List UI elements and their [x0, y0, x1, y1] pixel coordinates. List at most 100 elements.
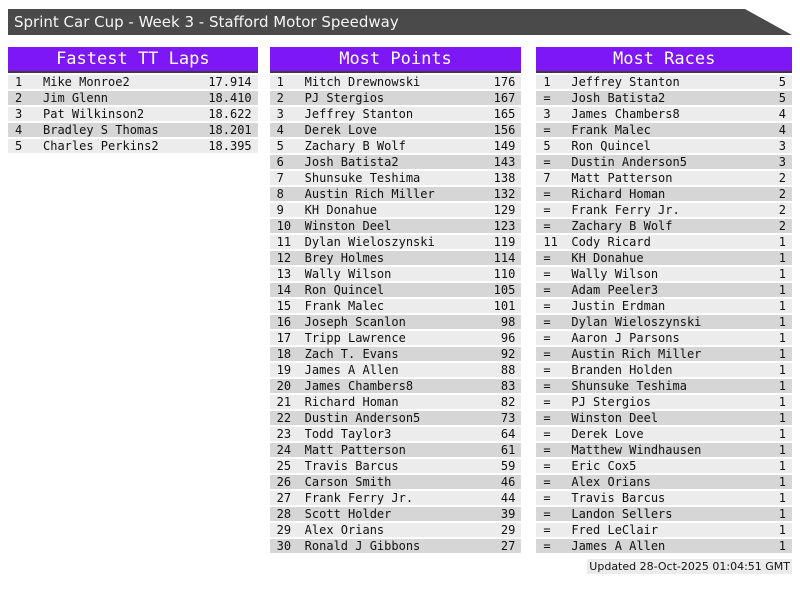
- value-cell: 165: [493, 107, 516, 121]
- rank-cell: 7: [543, 171, 551, 185]
- name-cell: Dustin Anderson5: [304, 411, 421, 425]
- table-row: = Josh Batista2 5: [536, 91, 792, 105]
- table-row: 26 Carson Smith 46: [269, 475, 522, 489]
- value-cell: 2: [778, 171, 786, 185]
- value-cell: 4: [778, 123, 786, 137]
- value-cell: 2: [778, 187, 786, 201]
- value-cell: 1: [778, 411, 786, 425]
- table-row: = Dylan Wieloszynski 1: [536, 315, 792, 329]
- table-row: = Branden Holden 1: [536, 363, 792, 377]
- name-cell: Dustin Anderson5: [571, 155, 687, 169]
- leaderboards: Fastest TT Laps 1 Mike Monroe2 17.914 2 Jim …: [8, 47, 792, 553]
- name-cell: Joseph Scanlon: [304, 315, 406, 329]
- name-cell: Josh Batista2: [304, 155, 399, 169]
- value-cell: 1: [778, 427, 786, 441]
- table-row: 5 Zachary B Wolf 149: [269, 139, 522, 153]
- value-cell: 61: [500, 443, 516, 457]
- value-cell: 44: [500, 491, 516, 505]
- name-cell: Austin Rich Miller: [571, 347, 702, 361]
- value-cell: 143: [493, 155, 516, 169]
- table-row: 10 Winston Deel 123: [269, 219, 522, 233]
- value-cell: 167: [493, 91, 516, 105]
- value-cell: 1: [778, 235, 786, 249]
- table-row: 11 Cody Ricard 1: [536, 235, 792, 249]
- rank-cell: 22: [276, 411, 292, 425]
- rank-cell: =: [543, 347, 551, 361]
- rank-cell: 2: [15, 91, 23, 105]
- value-cell: 1: [778, 299, 786, 313]
- name-cell: Dylan Wieloszynski: [571, 315, 702, 329]
- table-row: 19 James A Allen 88: [269, 363, 522, 377]
- name-cell: Frank Ferry Jr.: [571, 203, 680, 217]
- board-title-most-races: Most Races: [536, 47, 792, 73]
- rank-cell: 11: [276, 235, 292, 249]
- rank-cell: 18: [276, 347, 292, 361]
- rank-cell: 2: [276, 91, 284, 105]
- rank-cell: =: [543, 491, 551, 505]
- value-cell: 59: [500, 459, 516, 473]
- table-row: = Travis Barcus 1: [536, 491, 792, 505]
- name-cell: Travis Barcus: [571, 491, 666, 505]
- board-title-fastest-tt-laps: Fastest TT Laps: [8, 47, 258, 73]
- rank-cell: 20: [276, 379, 292, 393]
- table-row: 27 Frank Ferry Jr. 44: [269, 491, 522, 505]
- value-cell: 1: [778, 459, 786, 473]
- updated-timestamp: Updated 28-Oct-2025 01:04:51 GMT: [587, 559, 792, 574]
- table-row: 22 Dustin Anderson5 73: [269, 411, 522, 425]
- table-row: 11 Dylan Wieloszynski 119: [269, 235, 522, 249]
- rank-cell: 23: [276, 427, 292, 441]
- rank-cell: =: [543, 187, 551, 201]
- rank-cell: =: [543, 363, 551, 377]
- table-row: 24 Matt Patterson 61: [269, 443, 522, 457]
- name-cell: Ron Quincel: [304, 283, 385, 297]
- name-cell: Jeffrey Stanton: [304, 107, 414, 121]
- name-cell: Winston Deel: [571, 411, 659, 425]
- name-cell: Brey Holmes: [304, 251, 385, 265]
- value-cell: 1: [778, 539, 786, 553]
- table-row: 2 Jim Glenn 18.410: [8, 91, 258, 105]
- table-row: = Zachary B Wolf 2: [536, 219, 792, 233]
- rank-cell: 25: [276, 459, 292, 473]
- rank-cell: 6: [276, 155, 284, 169]
- board-rows: 1 Mitch Drewnowski 176 2 PJ Stergios 167 3 Jeff…: [269, 75, 522, 553]
- rank-cell: =: [543, 539, 551, 553]
- table-row: = KH Donahue 1: [536, 251, 792, 265]
- rank-cell: =: [543, 411, 551, 425]
- name-cell: Shunsuke Teshima: [571, 379, 687, 393]
- name-cell: Branden Holden: [571, 363, 673, 377]
- name-cell: Wally Wilson: [571, 267, 659, 281]
- rank-cell: 8: [276, 187, 284, 201]
- rank-cell: 3: [276, 107, 284, 121]
- value-cell: 1: [778, 283, 786, 297]
- table-row: 8 Austin Rich Miller 132: [269, 187, 522, 201]
- name-cell: Zachary B Wolf: [304, 139, 406, 153]
- table-row: = Winston Deel 1: [536, 411, 792, 425]
- rank-cell: 30: [276, 539, 292, 553]
- rank-cell: =: [543, 523, 551, 537]
- table-row: 18 Zach T. Evans 92: [269, 347, 522, 361]
- value-cell: 46: [500, 475, 516, 489]
- board-most-races: Most Races 1 Jeffrey Stanton 5 = Josh Batist…: [536, 47, 792, 553]
- board-rows: 1 Jeffrey Stanton 5 = Josh Batista2 5 3 James C…: [536, 75, 792, 553]
- rank-cell: =: [543, 475, 551, 489]
- table-row: 12 Brey Holmes 114: [269, 251, 522, 265]
- table-row: = PJ Stergios 1: [536, 395, 792, 409]
- rank-cell: 21: [276, 395, 292, 409]
- table-row: 21 Richard Homan 82: [269, 395, 522, 409]
- footer: Updated 28-Oct-2025 01:04:51 GMT: [0, 555, 792, 574]
- board-title-most-points: Most Points: [269, 47, 522, 73]
- table-row: = Frank Ferry Jr. 2: [536, 203, 792, 217]
- value-cell: 88: [500, 363, 516, 377]
- table-row: 3 Jeffrey Stanton 165: [269, 107, 522, 121]
- table-row: = Landon Sellers 1: [536, 507, 792, 521]
- name-cell: Scott Holder: [304, 507, 392, 521]
- rank-cell: 5: [276, 139, 284, 153]
- name-cell: PJ Stergios: [304, 91, 385, 105]
- name-cell: Charles Perkins2: [43, 139, 159, 153]
- name-cell: Frank Malec: [304, 299, 385, 313]
- table-row: = Adam Peeler3 1: [536, 283, 792, 297]
- rank-cell: =: [543, 459, 551, 473]
- value-cell: 64: [500, 427, 516, 441]
- value-cell: 18.201: [208, 123, 252, 137]
- rank-cell: 28: [276, 507, 292, 521]
